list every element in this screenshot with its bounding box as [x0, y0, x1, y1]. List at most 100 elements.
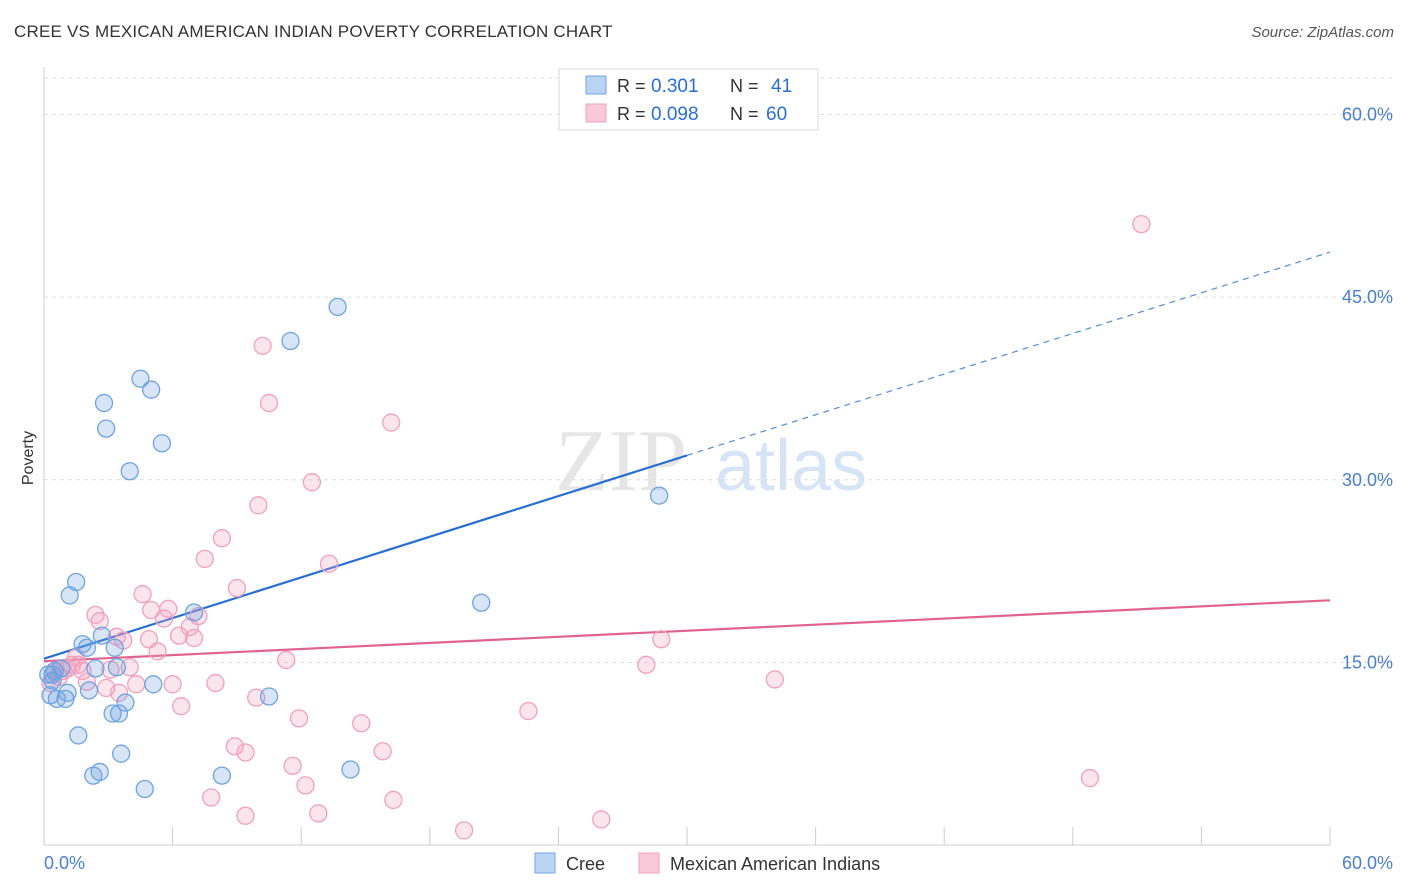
- x-tick-label-max: 60.0%: [1342, 853, 1393, 873]
- point-cree: [135, 779, 154, 799]
- point-cree: [94, 393, 114, 413]
- point-mexican: [309, 804, 328, 823]
- series-legend-swatch-mexican: [638, 852, 660, 874]
- point-mexican: [249, 496, 268, 515]
- legend-swatch-cree: [585, 75, 607, 95]
- grid-layer: [44, 77, 1393, 663]
- point-mexican: [637, 655, 656, 674]
- series-legend-label-cree: Cree: [566, 854, 605, 874]
- point-cree: [86, 659, 105, 678]
- y-tick-label: 15.0%: [1342, 652, 1393, 672]
- point-mexican: [277, 650, 296, 670]
- point-cree: [259, 687, 279, 706]
- axis-layer: 15.0% 30.0% 45.0% 60.0%: [43, 67, 1393, 846]
- series-legend: Cree Mexican American Indians: [534, 852, 880, 874]
- point-cree: [328, 297, 347, 317]
- point-mexican: [296, 776, 315, 795]
- point-mexican: [236, 806, 255, 825]
- point-mexican: [592, 810, 611, 829]
- y-tick-label: 45.0%: [1342, 287, 1393, 307]
- point-mexican: [319, 554, 339, 573]
- point-mexican: [519, 701, 538, 721]
- point-cree: [67, 572, 86, 592]
- x-tick-label-min: 0.0%: [44, 853, 85, 873]
- point-cree: [107, 658, 127, 677]
- point-cree: [120, 462, 139, 481]
- point-mexican: [163, 675, 182, 694]
- series-legend-label-mexican: Mexican American Indians: [670, 854, 880, 874]
- y-axis-label: Poverty: [20, 431, 37, 485]
- point-mexican: [154, 609, 174, 628]
- point-cree: [131, 369, 150, 388]
- point-cree: [92, 626, 112, 645]
- point-cree: [69, 726, 88, 745]
- point-cree: [103, 704, 122, 723]
- point-mexican: [352, 714, 371, 733]
- point-cree: [116, 693, 135, 712]
- stats-legend: R = 0.301 N = 41 R = 0.098 N = 60: [558, 68, 819, 131]
- legend-r-label-cree: R =: [617, 76, 646, 96]
- trend-line-mexican: [43, 599, 1331, 663]
- series-legend-swatch-cree: [534, 852, 556, 874]
- point-mexican: [382, 413, 401, 432]
- trend-line-cree: [43, 454, 688, 660]
- point-mexican: [236, 743, 255, 762]
- point-cree: [212, 766, 232, 785]
- point-cree: [97, 419, 116, 438]
- legend-n-value-mexican: 60: [766, 104, 787, 125]
- legend-r-value-cree: 0.301: [651, 76, 699, 97]
- point-mexican: [202, 788, 221, 807]
- point-mexican: [302, 473, 322, 492]
- point-cree: [58, 683, 77, 702]
- chart-title: CREE VS MEXICAN AMERICAN INDIAN POVERTY …: [14, 22, 613, 41]
- point-cree: [184, 603, 204, 622]
- point-cree: [144, 675, 163, 694]
- legend-swatch-mexican: [585, 103, 607, 123]
- point-mexican: [289, 709, 309, 728]
- point-mexican: [652, 630, 671, 649]
- point-mexican: [259, 393, 279, 413]
- point-mexican: [253, 336, 272, 355]
- legend-n-label-cree: N =: [730, 76, 759, 96]
- point-cree: [152, 434, 172, 453]
- point-cree: [112, 744, 131, 763]
- legend-n-value-cree: 41: [771, 76, 792, 97]
- trend-line-cree-extension: [686, 251, 1331, 456]
- point-mexican: [373, 742, 392, 761]
- point-mexican: [212, 529, 232, 548]
- point-cree: [472, 593, 491, 612]
- point-mexican: [184, 628, 204, 648]
- point-mexican: [90, 611, 109, 631]
- y-tick-label: 60.0%: [1342, 105, 1393, 125]
- point-mexican: [120, 658, 139, 677]
- point-mexican: [148, 642, 167, 661]
- watermark-atlas: atlas: [715, 426, 867, 506]
- y-tick-label: 30.0%: [1342, 470, 1393, 490]
- point-cree: [649, 486, 669, 505]
- point-mexican: [127, 675, 146, 694]
- legend-r-label-mexican: R =: [617, 104, 646, 124]
- point-mexican: [206, 673, 225, 693]
- point-mexican: [225, 737, 244, 756]
- point-cree: [341, 760, 360, 779]
- point-mexican: [195, 549, 214, 569]
- point-mexican: [1080, 768, 1100, 788]
- trend-layer: [43, 251, 1331, 663]
- point-mexican: [159, 599, 178, 618]
- source-label: Source: ZipAtlas.com: [1251, 24, 1394, 41]
- point-mexican: [384, 790, 403, 810]
- point-cree: [79, 681, 99, 700]
- point-mexican: [765, 670, 785, 689]
- point-cree: [105, 638, 124, 657]
- point-mexican: [172, 697, 191, 716]
- point-mexican: [454, 821, 474, 840]
- point-cree: [142, 380, 161, 399]
- point-cree: [77, 638, 97, 657]
- point-mexican: [283, 756, 302, 776]
- point-cree: [109, 704, 129, 723]
- point-layer: [39, 214, 1151, 840]
- point-cree: [90, 762, 109, 782]
- point-cree: [281, 331, 300, 351]
- point-mexican: [133, 585, 152, 604]
